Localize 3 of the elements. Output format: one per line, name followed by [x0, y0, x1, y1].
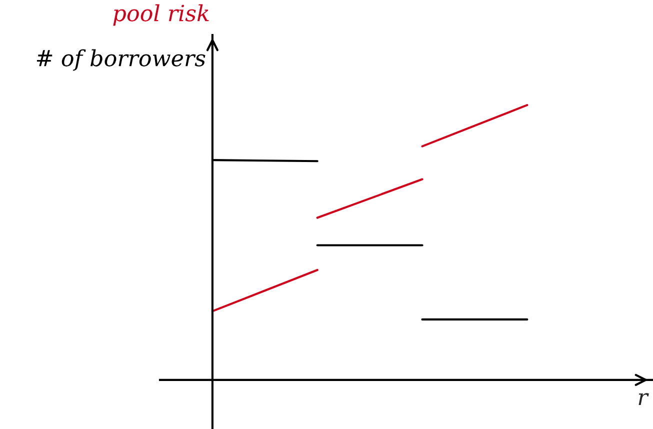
legend-label: # of borrowers: [36, 49, 206, 71]
text: pool risk: [113, 4, 209, 26]
x-axis-title: r: [638, 393, 649, 406]
